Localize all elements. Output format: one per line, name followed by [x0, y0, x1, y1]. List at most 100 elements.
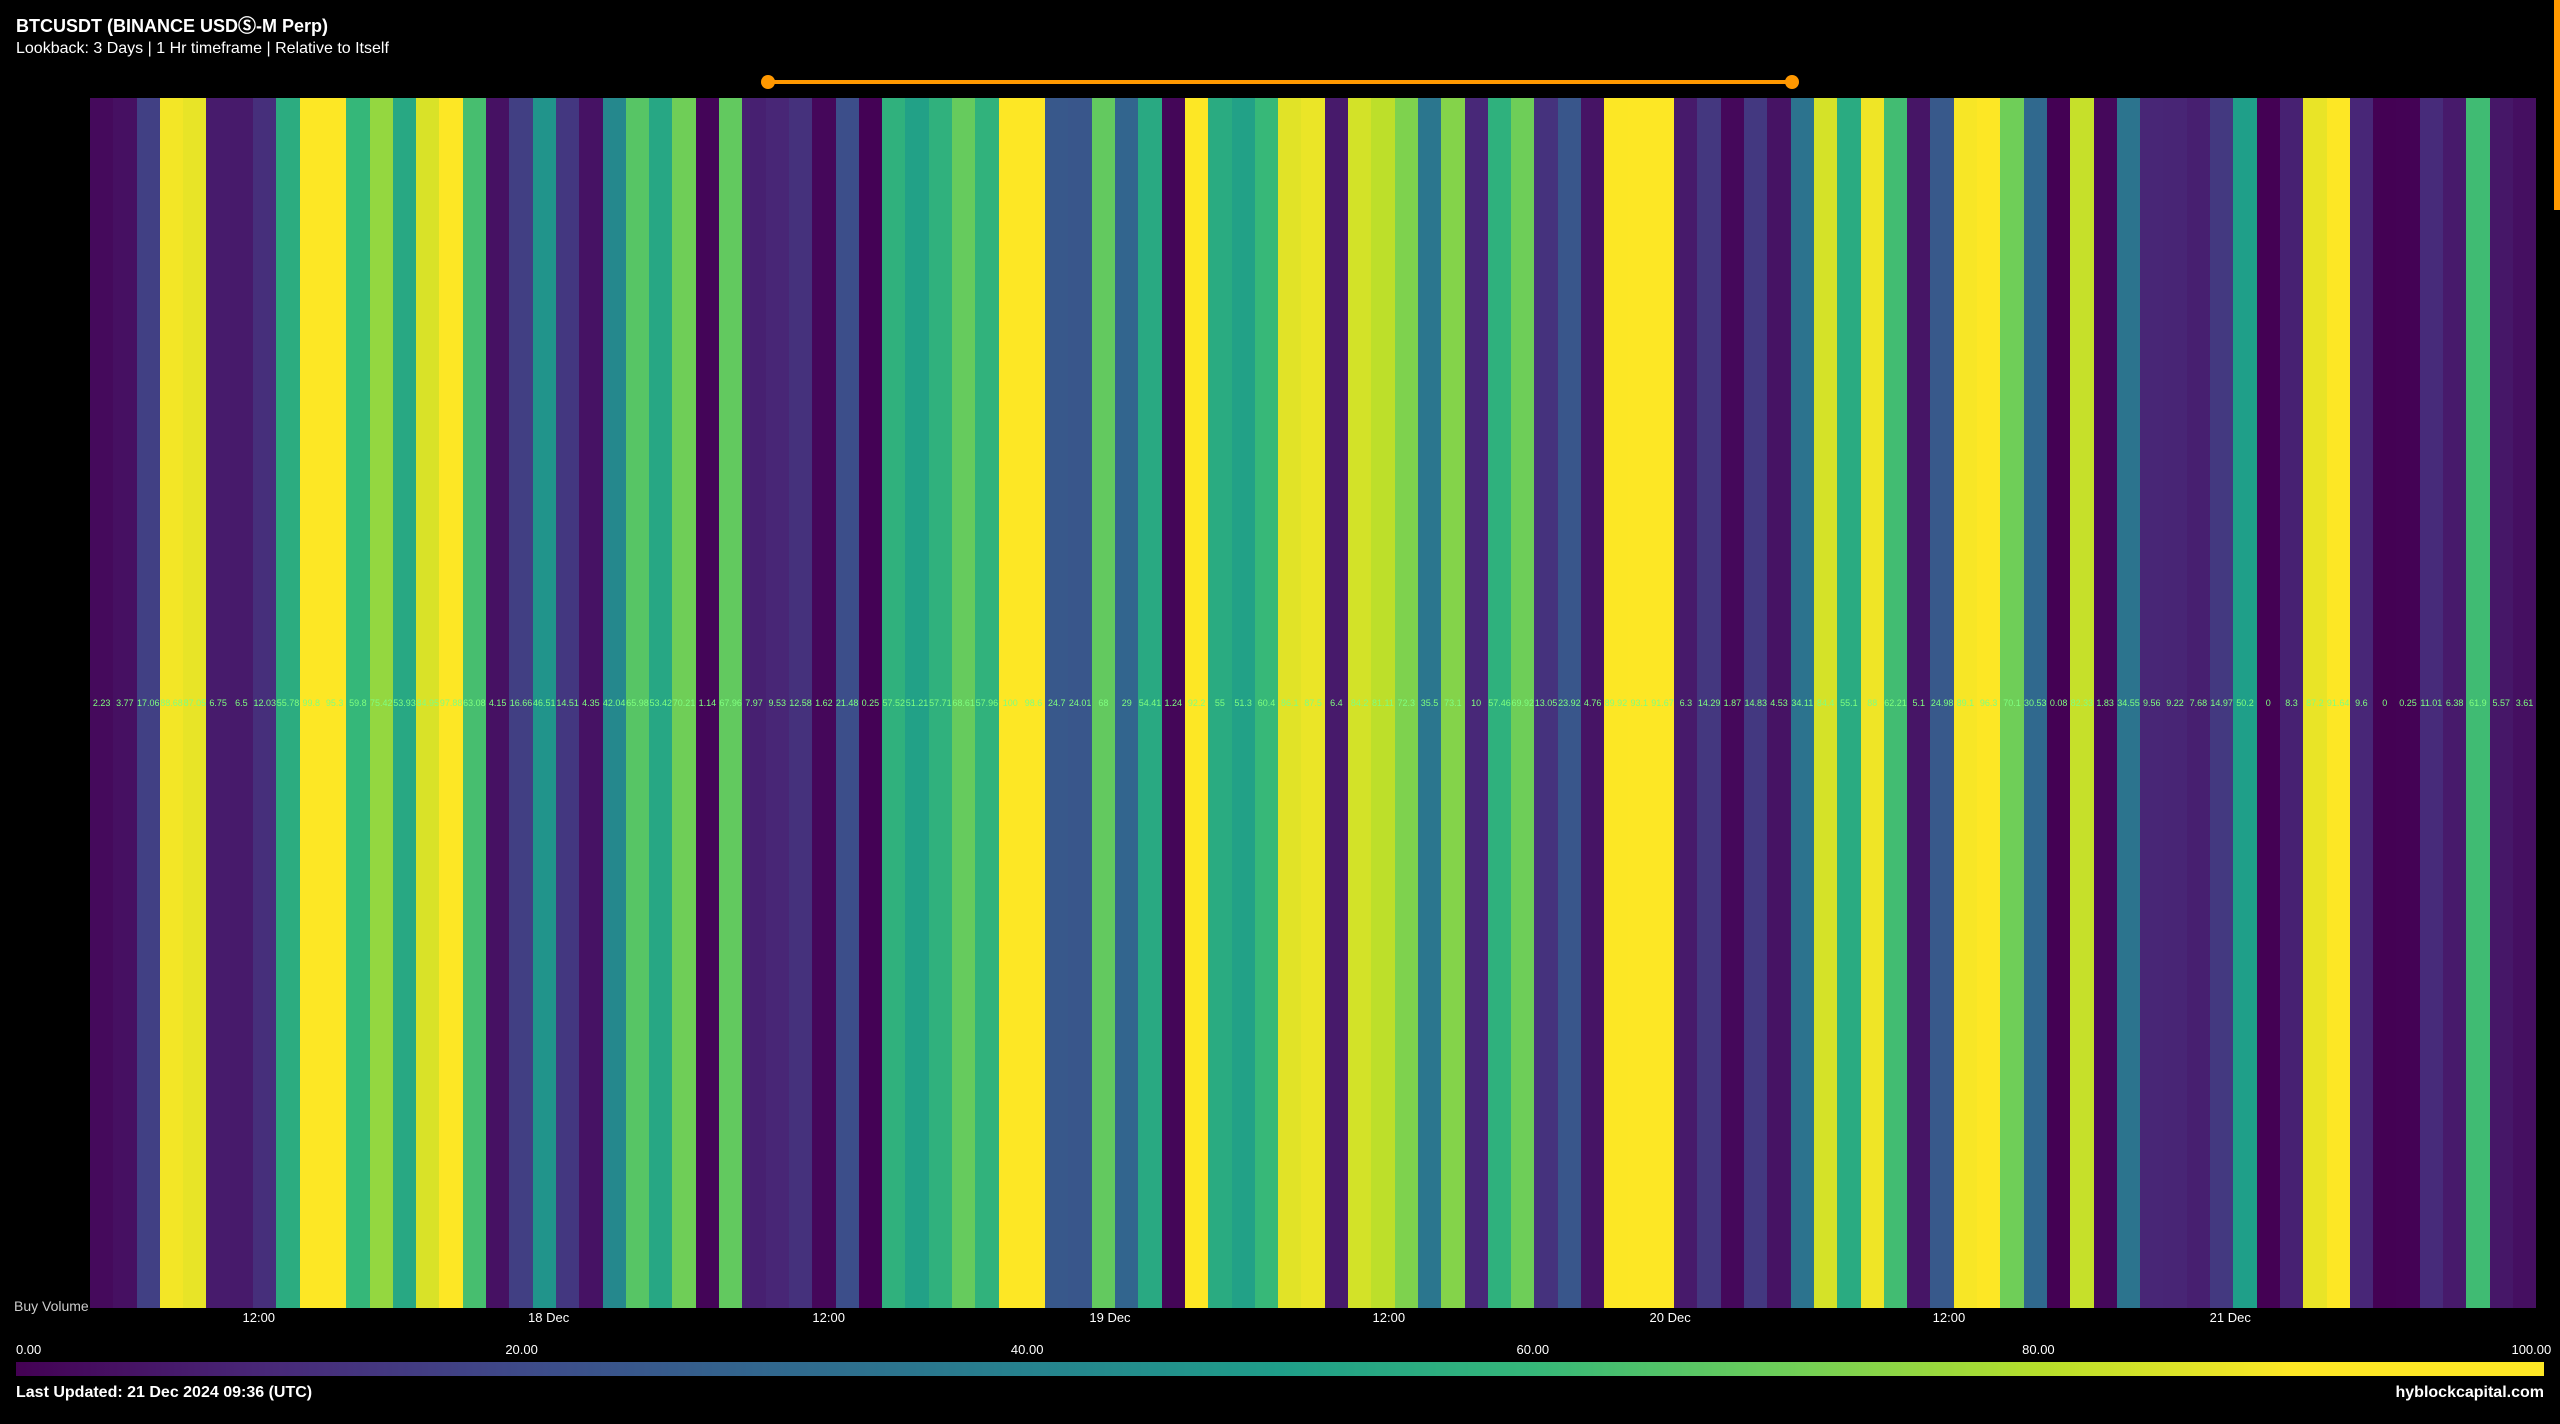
heatmap-bar[interactable]: 0.08 [2047, 98, 2070, 1308]
heatmap-bar[interactable]: 59.8 [346, 98, 369, 1308]
heatmap-bar[interactable]: 7.97 [742, 98, 765, 1308]
heatmap-bar[interactable]: 14.83 [1744, 98, 1767, 1308]
heatmap-bar[interactable]: 70.21 [672, 98, 695, 1308]
heatmap-bar[interactable]: 35.5 [1418, 98, 1441, 1308]
heatmap-bar[interactable]: 57.52 [882, 98, 905, 1308]
heatmap-bar[interactable]: 55.1 [1837, 98, 1860, 1308]
heatmap-bar[interactable]: 65.98 [626, 98, 649, 1308]
heatmap-bar[interactable]: 60.4 [1255, 98, 1278, 1308]
heatmap-bar[interactable]: 23.92 [1558, 98, 1581, 1308]
heatmap-bar[interactable]: 1.24 [1162, 98, 1185, 1308]
heatmap-bar[interactable]: 34.55 [2117, 98, 2140, 1308]
heatmap-bar[interactable]: 72.3 [1395, 98, 1418, 1308]
heatmap-bar[interactable]: 57.46 [1488, 98, 1511, 1308]
heatmap-bar[interactable]: 9.22 [2163, 98, 2186, 1308]
heatmap-bar[interactable]: 5.1 [1907, 98, 1930, 1308]
heatmap-bar[interactable]: 4.15 [486, 98, 509, 1308]
heatmap-bar[interactable]: 91.64 [2327, 98, 2350, 1308]
heatmap-bar[interactable]: 100 [999, 98, 1022, 1308]
heatmap-bar[interactable]: 14.51 [556, 98, 579, 1308]
heatmap-bar[interactable]: 88.68 [160, 98, 183, 1308]
heatmap-bar[interactable]: 62.21 [1884, 98, 1907, 1308]
heatmap-bar[interactable]: 63.08 [463, 98, 486, 1308]
heatmap-bar[interactable]: 8.3 [2280, 98, 2303, 1308]
heatmap-bar[interactable]: 10 [1465, 98, 1488, 1308]
heatmap-bar[interactable]: 6.3 [1674, 98, 1697, 1308]
heatmap-bar[interactable]: 24.98 [1930, 98, 1953, 1308]
heatmap-bar[interactable]: 57.96 [975, 98, 998, 1308]
heatmap-bar[interactable]: 14.29 [1697, 98, 1720, 1308]
heatmap-bar[interactable]: 67.96 [719, 98, 742, 1308]
heatmap-bar[interactable]: 96.3 [1977, 98, 2000, 1308]
heatmap-bar[interactable]: 87.2 [2303, 98, 2326, 1308]
heatmap-bar[interactable]: 42.04 [603, 98, 626, 1308]
heatmap-bar[interactable]: 14.97 [2210, 98, 2233, 1308]
heatmap-bar[interactable]: 82.33 [2070, 98, 2093, 1308]
heatmap-bar[interactable]: 61.9 [2466, 98, 2489, 1308]
heatmap-bar[interactable]: 4.53 [1767, 98, 1790, 1308]
heatmap-bar[interactable]: 0.25 [2396, 98, 2419, 1308]
heatmap-bar[interactable]: 93.1 [1628, 98, 1651, 1308]
heatmap-bar[interactable]: 70.1 [2000, 98, 2023, 1308]
heatmap-bar[interactable]: 5.57 [2490, 98, 2513, 1308]
heatmap-bar[interactable]: 87.05 [183, 98, 206, 1308]
heatmap-bar[interactable]: 9.53 [766, 98, 789, 1308]
heatmap-bar[interactable]: 11.01 [2420, 98, 2443, 1308]
heatmap-bar[interactable]: 89.1 [1954, 98, 1977, 1308]
heatmap-bar[interactable]: 1.14 [696, 98, 719, 1308]
heatmap-bar[interactable]: 1.83 [2094, 98, 2117, 1308]
heatmap-bar[interactable]: 73.1 [1441, 98, 1464, 1308]
heatmap-bar[interactable]: 21.48 [836, 98, 859, 1308]
heatmap-bar[interactable]: 1.62 [812, 98, 835, 1308]
heatmap-bar[interactable]: 2.23 [90, 98, 113, 1308]
heatmap-bar[interactable]: 75.42 [370, 98, 393, 1308]
heatmap-bar[interactable]: 57.71 [929, 98, 952, 1308]
heatmap-bar[interactable]: 3.61 [2513, 98, 2536, 1308]
scrollbar-indicator[interactable] [2554, 0, 2560, 210]
heatmap-bar[interactable]: 53.42 [649, 98, 672, 1308]
heatmap-bar[interactable]: 97.88 [439, 98, 462, 1308]
heatmap-bar[interactable]: 88 [1861, 98, 1884, 1308]
heatmap-bar[interactable]: 55.78 [276, 98, 299, 1308]
heatmap-bar[interactable]: 6.5 [230, 98, 253, 1308]
heatmap-bar[interactable]: 95.3 [323, 98, 346, 1308]
heatmap-bar[interactable]: 12.58 [789, 98, 812, 1308]
heatmap-bar[interactable]: 29 [1115, 98, 1138, 1308]
heatmap-bar[interactable]: 99.8 [300, 98, 323, 1308]
heatmap-bar[interactable]: 81.11 [1371, 98, 1394, 1308]
heatmap-bar[interactable]: 1.87 [1721, 98, 1744, 1308]
heatmap-bar[interactable]: 13.05 [1534, 98, 1557, 1308]
heatmap-bar[interactable]: 7.68 [2187, 98, 2210, 1308]
heatmap-bar[interactable]: 89.92 [1604, 98, 1627, 1308]
heatmap-bar[interactable]: 92.2 [1185, 98, 1208, 1308]
heatmap-bar[interactable]: 4.35 [579, 98, 602, 1308]
heatmap-bar[interactable]: 4.76 [1581, 98, 1604, 1308]
heatmap-bar[interactable]: 6.4 [1325, 98, 1348, 1308]
heatmap-bar[interactable]: 86.1 [1278, 98, 1301, 1308]
heatmap-bar[interactable]: 84.95 [416, 98, 439, 1308]
heatmap-bar[interactable]: 16.66 [509, 98, 532, 1308]
heatmap-bar[interactable]: 91.67 [1651, 98, 1674, 1308]
heatmap-bar[interactable]: 0 [2373, 98, 2396, 1308]
slider-handle-end[interactable] [1785, 75, 1799, 89]
heatmap-bar[interactable]: 98.6 [1022, 98, 1045, 1308]
heatmap-bar[interactable]: 6.75 [206, 98, 229, 1308]
heatmap-bar[interactable]: 24.01 [1068, 98, 1091, 1308]
heatmap-bar[interactable]: 0.25 [859, 98, 882, 1308]
heatmap-bar[interactable]: 50.2 [2233, 98, 2256, 1308]
heatmap-bar[interactable]: 84.2 [1348, 98, 1371, 1308]
heatmap-bar[interactable]: 55 [1208, 98, 1231, 1308]
slider-handle-start[interactable] [761, 75, 775, 89]
heatmap-bar[interactable]: 54.41 [1138, 98, 1161, 1308]
heatmap-bar[interactable]: 9.56 [2140, 98, 2163, 1308]
heatmap-bar[interactable]: 24.7 [1045, 98, 1068, 1308]
heatmap-bar[interactable]: 53.93 [393, 98, 416, 1308]
heatmap-bar[interactable]: 6.38 [2443, 98, 2466, 1308]
time-range-slider[interactable] [0, 72, 2560, 92]
heatmap-bar[interactable]: 17.06 [137, 98, 160, 1308]
heatmap-bar[interactable]: 87.5 [1301, 98, 1324, 1308]
heatmap-bar[interactable]: 84.4 [1814, 98, 1837, 1308]
heatmap-bar[interactable]: 12.03 [253, 98, 276, 1308]
heatmap-bar[interactable]: 68.61 [952, 98, 975, 1308]
heatmap-bar[interactable]: 46.51 [533, 98, 556, 1308]
